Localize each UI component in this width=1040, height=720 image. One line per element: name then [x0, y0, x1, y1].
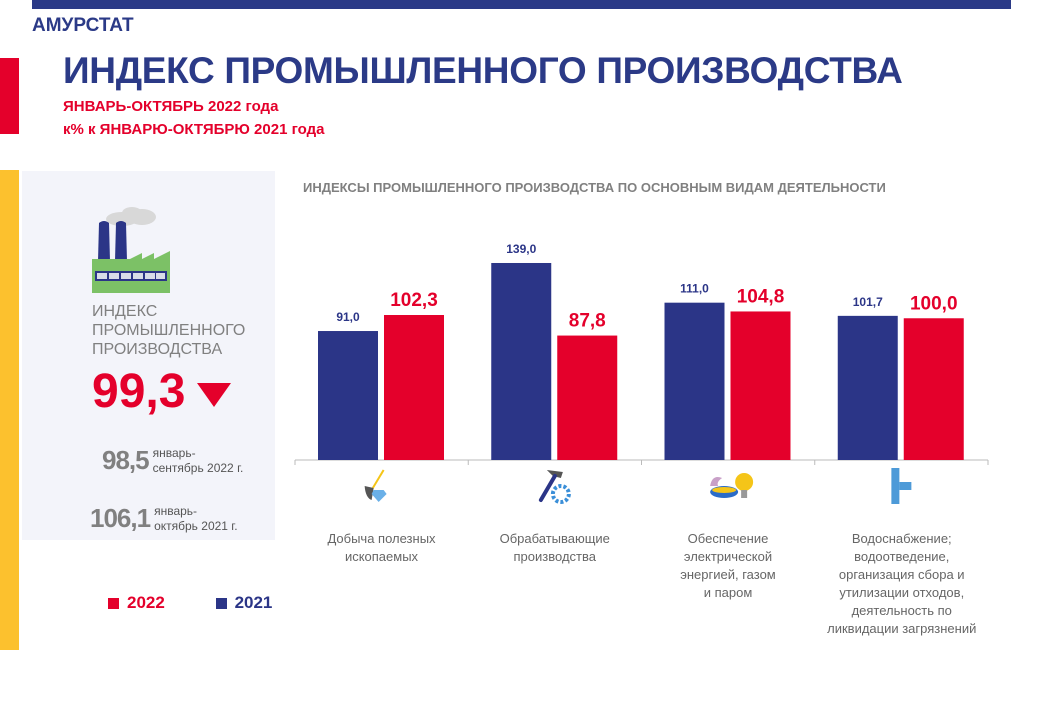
subtitle: ЯНВАРЬ-ОКТЯБРЬ 2022 года: [63, 98, 279, 115]
data-label: 87,8: [569, 311, 606, 332]
panel-title: ИНДЕКС ПРОМЫШЛЕННОГО ПРОИЗВОДСТВА: [92, 302, 245, 359]
bar-2022: [730, 311, 791, 460]
bar-2022: [384, 315, 444, 460]
compare-item: 98,5 январь-сентябрь 2022 г.: [102, 445, 243, 476]
legend: 2022 2021: [108, 593, 318, 614]
subtitle: к% к ЯНВАРЮ-ОКТЯБРЮ 2021 года: [63, 121, 325, 138]
panel-title-line: ИНДЕКС: [92, 303, 158, 320]
data-label: 139,0: [506, 242, 536, 256]
data-label: 91,0: [336, 310, 360, 324]
bar-2022: [903, 318, 964, 460]
category-label: Водоснабжение; водоотведение, организаци…: [827, 531, 977, 636]
data-label: 111,0: [680, 282, 709, 296]
category-label: Обрабатывающие производства: [499, 531, 610, 564]
compare-label: январь-сентябрь 2022 г.: [152, 445, 244, 475]
compare-item: 106,1 январь-октябрь 2021 г.: [90, 503, 238, 534]
data-label: 104,8: [737, 286, 785, 307]
factory-icon: [92, 207, 170, 293]
down-triangle-icon: [197, 383, 231, 407]
bar-2022: [557, 335, 618, 460]
gas-bulb-icon: [710, 473, 754, 498]
accent-bar: [0, 170, 19, 650]
bar-2021: [837, 315, 898, 460]
legend-item-2021: 2021: [215, 593, 272, 613]
data-label: 101,7: [853, 295, 883, 309]
summary-panel: [22, 171, 275, 540]
chart-title: ИНДЕКСЫ ПРОМЫШЛЕННОГО ПРОИЗВОДСТВА ПО ОС…: [303, 180, 886, 195]
page-title: ИНДЕКС ПРОМЫШЛЕННОГО ПРОИЗВОДСТВА: [63, 50, 903, 91]
bar-2021: [318, 331, 378, 460]
panel-title-line: ПРОИЗВОДСТВА: [92, 341, 223, 358]
accent-bar: [0, 58, 19, 134]
shovel-diamond-icon: [364, 469, 387, 502]
org-name: АМУРСТАТ: [32, 15, 134, 36]
panel-title-line: ПРОМЫШЛЕННОГО: [92, 322, 246, 339]
compare-value: 106,1: [90, 503, 151, 533]
main-index-value: 99,3: [92, 365, 186, 418]
pipe-icon: [891, 468, 912, 504]
compare-label: январь-октябрь 2021 г.: [154, 503, 238, 533]
category-label: Добыча полезных ископаемых: [327, 531, 436, 564]
top-bar: [32, 0, 1011, 9]
data-label: 100,0: [910, 293, 958, 314]
bar-2021: [491, 262, 552, 460]
compare-value: 98,5: [102, 445, 150, 475]
data-label: 102,3: [390, 290, 438, 311]
hammer-gear-icon: [538, 470, 571, 504]
legend-item-2022: 2022: [108, 593, 165, 613]
bar-2021: [664, 302, 725, 460]
category-label: Обеспечение электрической энергией, газо…: [680, 531, 776, 600]
